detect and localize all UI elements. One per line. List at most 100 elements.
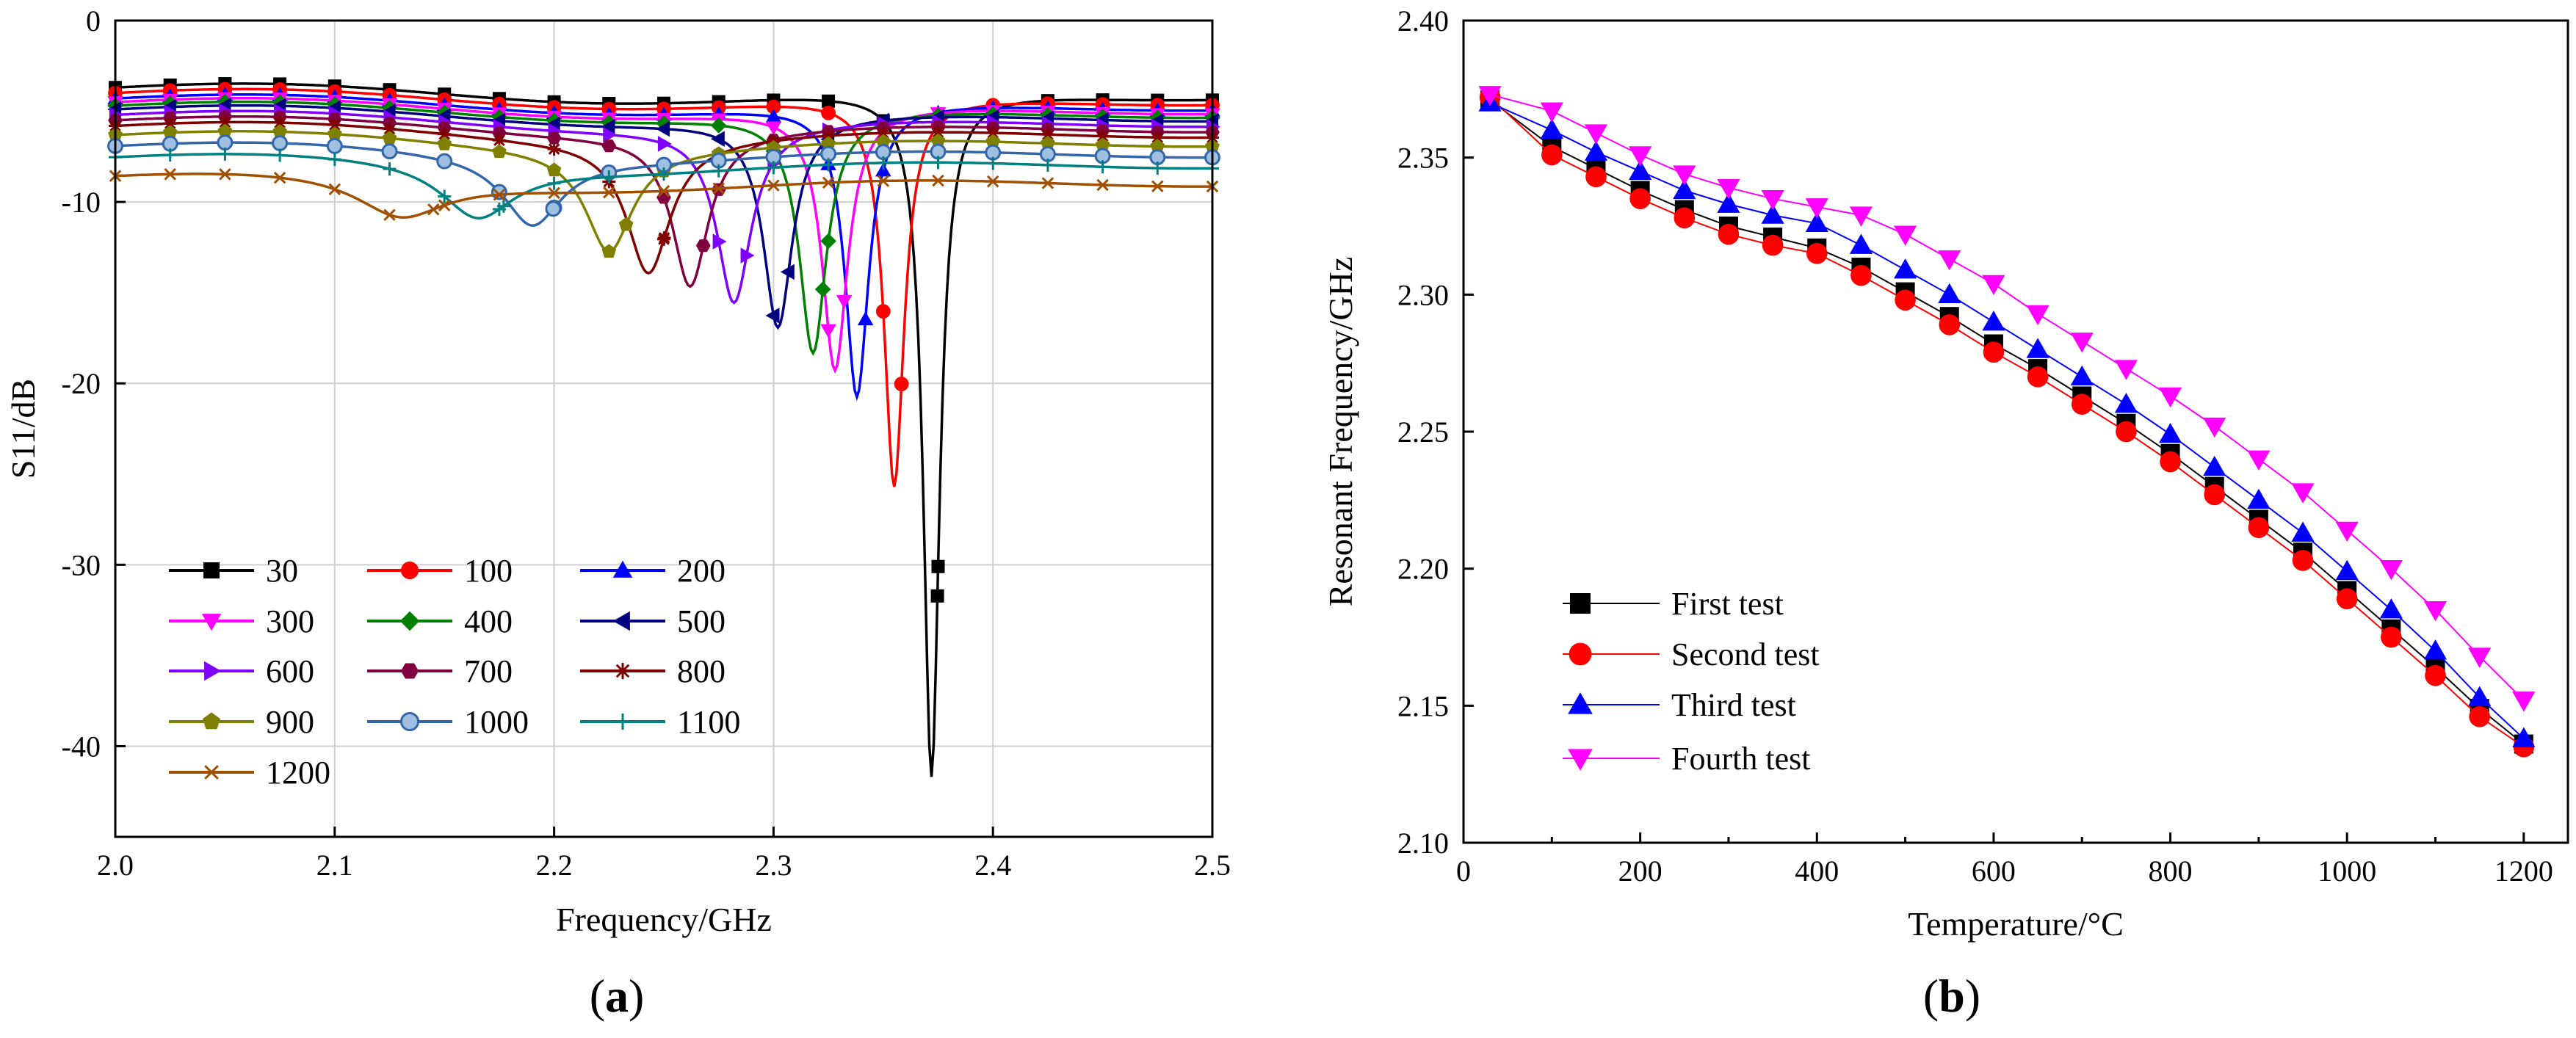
- panel-b-point: [1806, 243, 1828, 264]
- panel-b-point: [1717, 179, 1740, 200]
- panel-b-legend-label: Second test: [1671, 636, 1820, 672]
- panel-a-point-900: [437, 136, 452, 150]
- panel-b-point: [1629, 159, 1652, 181]
- panel-b-ticks: 0 200 400 600 800 1000 1200 2.10 2.15 2.20 2.25 2.3…: [1397, 4, 2553, 888]
- panel-a-point-600: [740, 247, 755, 264]
- panel-b-point: [2158, 423, 2182, 443]
- panel-a-point-1100: [876, 156, 890, 170]
- panel-a-legend-marker: [399, 711, 420, 732]
- panel-a-point-1200: [219, 168, 231, 181]
- panel-a-label: (a): [590, 970, 645, 1022]
- panel-b-point: [2291, 483, 2315, 504]
- panel-a-point-200: [857, 311, 874, 326]
- panel-a-legend-item-1100: 1100: [580, 704, 740, 740]
- panel-a-point-1200: [767, 179, 780, 192]
- panel-a-point-800: [1096, 129, 1110, 143]
- panel-a-point-900: [382, 131, 397, 145]
- panel-a-legend-item-600: 600: [169, 653, 314, 689]
- panel-b-point: [2116, 421, 2137, 443]
- panel-a-point-1000: [436, 153, 453, 170]
- panel-a-y-axis-title: S11/dB: [4, 379, 42, 479]
- panel-a-point-1200: [877, 175, 890, 187]
- panel-b-point: [2026, 338, 2049, 358]
- panel-a-point-30: [930, 589, 944, 603]
- panel-b-point: [2070, 333, 2094, 353]
- panel-a-y-tick-label: -40: [62, 730, 101, 763]
- panel-a-legend-item-900: 900: [169, 704, 314, 740]
- panel-b-point: [1674, 207, 1696, 229]
- panel-b-legend-item: First test: [1563, 586, 1784, 622]
- panel-b-y-tick-label: 2.35: [1397, 142, 1449, 175]
- panel-b-point: [2336, 588, 2358, 610]
- panel-a-point-1000: [381, 143, 398, 160]
- panel-a-point-100: [821, 106, 836, 120]
- panel-a-point-800: [547, 142, 561, 156]
- panel-b-point: [2379, 598, 2403, 619]
- panel-a-legend-marker: [399, 611, 420, 631]
- panel-a-point-900: [272, 124, 287, 138]
- panel-a-point-800: [438, 127, 452, 141]
- panel-b-point: [2291, 521, 2315, 542]
- panel-b-point: [1540, 102, 1563, 123]
- panel-b-x-tick-label: 400: [1795, 854, 1839, 888]
- panel-a-point-1100: [218, 147, 232, 161]
- panel-b-point: [1673, 178, 1696, 200]
- panel-b-series-third-test: [1478, 91, 2536, 747]
- panel-a-point-1200: [822, 176, 835, 189]
- panel-b-legend-label: First test: [1671, 586, 1784, 622]
- panel-a-legend-label: 400: [464, 603, 513, 639]
- panel-b-point: [1894, 225, 1917, 246]
- panel-a-x-axis-title: Frequency/GHz: [556, 901, 772, 938]
- panel-a-point-900: [217, 123, 233, 138]
- panel-b-y-tick-label: 2.10: [1397, 827, 1449, 860]
- panel-a-legend-label: 1200: [266, 755, 330, 791]
- panel-a-x-tick-label: 2.5: [1194, 849, 1231, 882]
- panel-a-chart: 2.0 2.1 2.2 2.3 2.4 2.5 0 -10 -20 -30 -40 Frequenc…: [4, 4, 1231, 1022]
- panel-a-ticks: 2.0 2.1 2.2 2.3 2.4 2.5 0 -10 -20 -30 -40: [62, 4, 1231, 882]
- panel-a-point-30: [931, 559, 945, 573]
- panel-a-point-1100: [986, 156, 1000, 170]
- panel-a-legend-label: 800: [677, 653, 726, 689]
- panel-b-plot-frame: [1462, 19, 2569, 844]
- panel-a-point-100: [894, 377, 909, 391]
- panel-b-point: [2335, 521, 2359, 542]
- panel-b-legend-item: Fourth test: [1563, 741, 1810, 777]
- panel-a-point-600: [712, 233, 727, 250]
- panel-a-point-1200: [603, 186, 615, 199]
- panel-a-point-700: [695, 239, 711, 253]
- panel-a-legend-item-100: 100: [367, 553, 513, 589]
- panel-a-point-1100: [931, 156, 945, 170]
- panel-a-legend-label: 1000: [464, 704, 529, 740]
- panel-a-legend-label: 700: [464, 653, 513, 689]
- panel-b-point: [2379, 559, 2403, 581]
- panel-a-point-900: [821, 136, 836, 150]
- panel-b-point: [1761, 203, 1784, 224]
- panel-b-legend-label: Fourth test: [1671, 741, 1810, 777]
- panel-b-point: [1629, 188, 1651, 209]
- panel-a-point-900: [1150, 139, 1165, 153]
- panel-a-point-1200: [986, 175, 999, 188]
- panel-b-point: [1939, 314, 1961, 335]
- panel-a-series: [107, 77, 1220, 777]
- panel-a-point-900: [618, 217, 634, 231]
- panel-b-point: [1805, 198, 1828, 219]
- panel-a-legend-label: 500: [677, 603, 726, 639]
- panel-a-point-900: [601, 244, 617, 258]
- panel-b-point: [2160, 451, 2181, 473]
- panel-a-point-800: [931, 126, 945, 139]
- panel-b-point: [1718, 223, 1740, 245]
- panel-a-point-1200: [438, 199, 451, 211]
- panel-b-point: [2203, 455, 2226, 476]
- panel-a-point-1200: [657, 185, 670, 197]
- panel-a-point-1000: [491, 184, 507, 200]
- panel-b-point: [2204, 484, 2226, 506]
- panel-a-legend-marker: [615, 663, 631, 679]
- panel-b-point: [1850, 264, 1872, 286]
- panel-b-y-tick-label: 2.40: [1397, 4, 1449, 37]
- panel-a-point-900: [1041, 135, 1055, 150]
- panel-a-point-900: [1095, 137, 1110, 152]
- panel-b-point: [1982, 275, 2005, 295]
- panel-b-point: [2423, 639, 2447, 660]
- panel-b-series: [1478, 86, 2536, 758]
- panel-a-point-1200: [548, 186, 560, 200]
